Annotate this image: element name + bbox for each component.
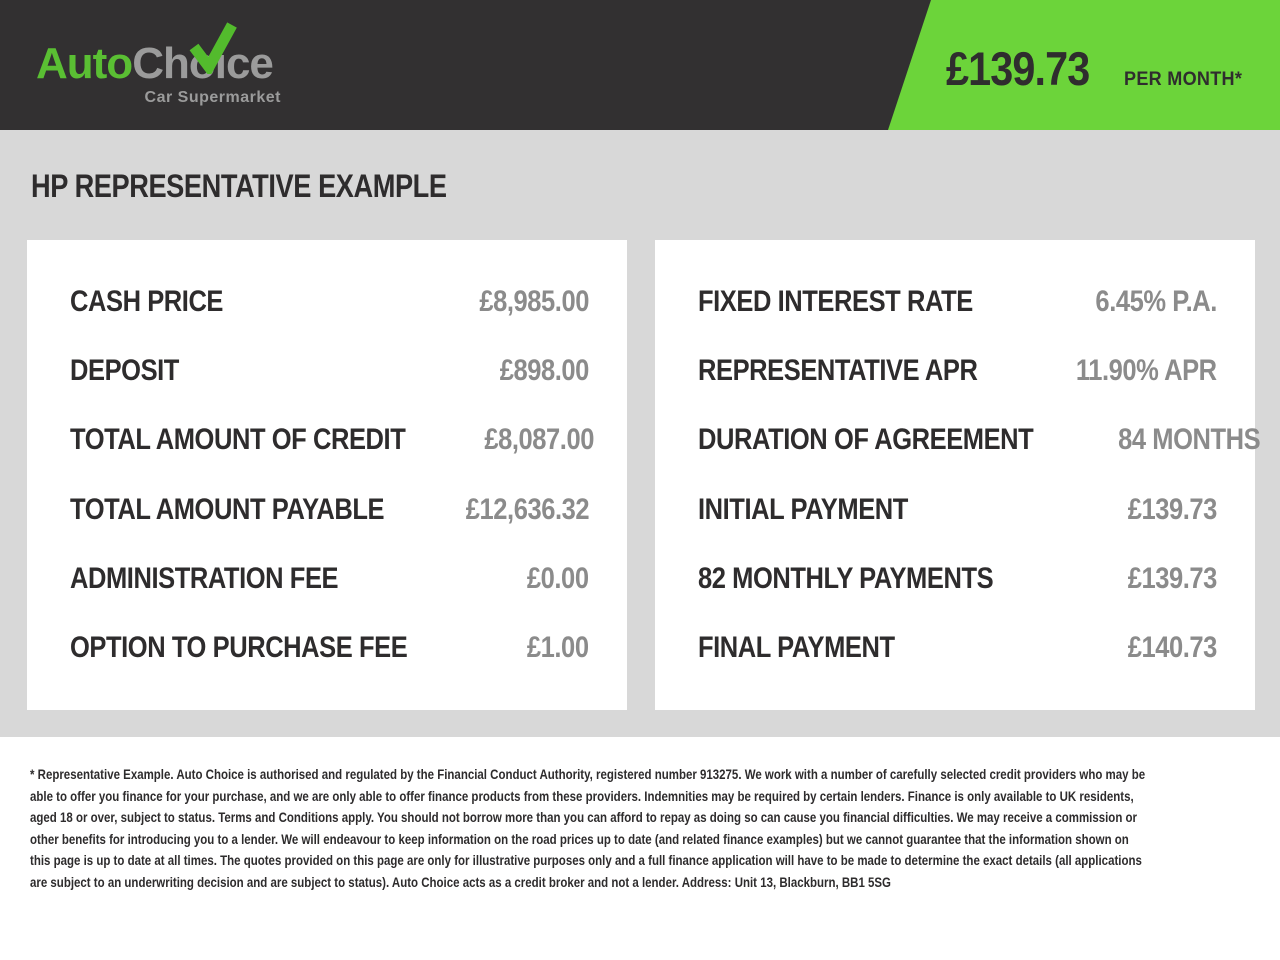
row-value: £898.00 — [499, 353, 590, 387]
row-value: £139.73 — [1127, 492, 1218, 526]
row-value: 84 MONTHS — [1117, 423, 1261, 457]
finance-row: REPRESENTATIVE APR 11.90% APR — [698, 336, 1217, 405]
monthly-price-amount: £139.73 — [945, 42, 1090, 95]
logo-tagline: Car Supermarket — [144, 89, 281, 106]
row-label: ADMINISTRATION FEE — [70, 561, 339, 595]
row-label: TOTAL AMOUNT PAYABLE — [70, 492, 385, 526]
monthly-price-period: PER MONTH* — [1123, 69, 1242, 90]
finance-card-right: FIXED INTEREST RATE 6.45% P.A. REPRESENT… — [655, 240, 1260, 710]
autochoice-logo[interactable]: AutoChoice Car Supermarket — [36, 22, 286, 106]
row-label: DURATION OF AGREEMENT — [698, 423, 1034, 457]
checkmark-icon — [189, 22, 237, 74]
row-label: DEPOSIT — [70, 353, 179, 387]
row-label: CASH PRICE — [70, 284, 224, 318]
finance-row: TOTAL AMOUNT PAYABLE £12,636.32 — [70, 475, 589, 544]
row-value: £1.00 — [527, 631, 589, 665]
finance-row: CASH PRICE £8,985.00 — [70, 267, 589, 336]
row-label: INITIAL PAYMENT — [698, 492, 908, 526]
row-label: FINAL PAYMENT — [698, 631, 895, 665]
page-title: HP REPRESENTATIVE EXAMPLE — [31, 168, 447, 204]
row-value: £12,636.32 — [465, 492, 590, 526]
row-value: £140.73 — [1127, 631, 1218, 665]
row-label: 82 MONTHLY PAYMENTS — [698, 561, 994, 595]
header-bar: AutoChoice Car Supermarket £139.73 PER M… — [0, 0, 1280, 130]
finance-row: DEPOSIT £898.00 — [70, 336, 589, 405]
disclaimer-text: * Representative Example. Auto Choice is… — [30, 766, 1146, 890]
finance-row: OPTION TO PURCHASE FEE £1.00 — [70, 613, 589, 682]
finance-cards: CASH PRICE £8,985.00 DEPOSIT £898.00 TOT… — [27, 240, 1260, 710]
logo-auto-text: Auto — [36, 39, 133, 88]
row-label: REPRESENTATIVE APR — [698, 353, 978, 387]
finance-row: FINAL PAYMENT £140.73 — [698, 613, 1217, 682]
row-value: £8,087.00 — [483, 423, 594, 457]
finance-row: INITIAL PAYMENT £139.73 — [698, 475, 1217, 544]
finance-card-left: CASH PRICE £8,985.00 DEPOSIT £898.00 TOT… — [27, 240, 627, 710]
logo-wordmark: AutoChoice — [36, 40, 286, 88]
row-value: £8,985.00 — [479, 284, 589, 318]
monthly-price-banner: £139.73 PER MONTH* — [888, 0, 1280, 130]
row-value: 11.90% APR — [1076, 353, 1217, 387]
finance-row: TOTAL AMOUNT OF CREDIT £8,087.00 — [70, 406, 594, 475]
row-value: £139.73 — [1127, 561, 1218, 595]
row-label: TOTAL AMOUNT OF CREDIT — [70, 423, 406, 457]
main-section: HP REPRESENTATIVE EXAMPLE CASH PRICE £8,… — [0, 130, 1280, 737]
row-value: £0.00 — [527, 561, 589, 595]
finance-row: DURATION OF AGREEMENT 84 MONTHS — [698, 406, 1260, 475]
row-label: OPTION TO PURCHASE FEE — [70, 631, 408, 665]
footer-section: * Representative Example. Auto Choice is… — [0, 737, 1280, 960]
finance-row: 82 MONTHLY PAYMENTS £139.73 — [698, 544, 1217, 613]
row-value: 6.45% P.A. — [1095, 284, 1218, 318]
finance-row: ADMINISTRATION FEE £0.00 — [70, 544, 589, 613]
row-label: FIXED INTEREST RATE — [698, 284, 973, 318]
finance-row: FIXED INTEREST RATE 6.45% P.A. — [698, 267, 1217, 336]
